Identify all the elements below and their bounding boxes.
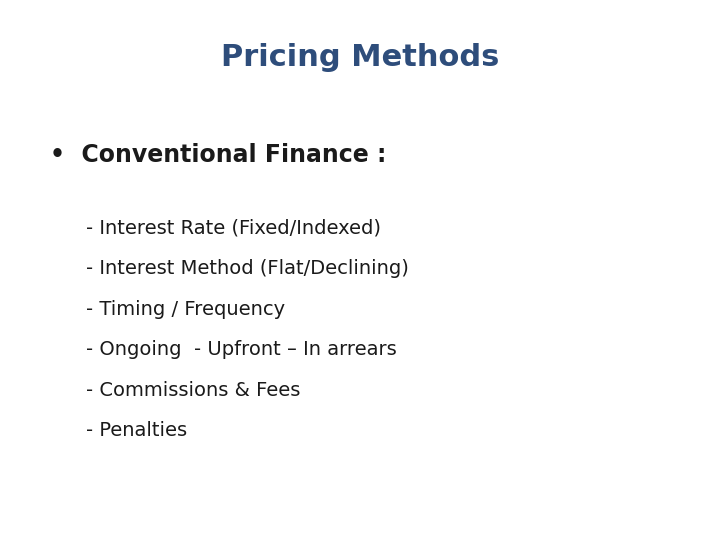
Text: - Ongoing  - Upfront – In arrears: - Ongoing - Upfront – In arrears bbox=[86, 340, 397, 359]
Text: - Timing / Frequency: - Timing / Frequency bbox=[86, 300, 286, 319]
Text: - Commissions & Fees: - Commissions & Fees bbox=[86, 381, 301, 400]
Text: - Penalties: - Penalties bbox=[86, 421, 187, 440]
Text: Pricing Methods: Pricing Methods bbox=[221, 43, 499, 72]
Text: - Interest Method (Flat/Declining): - Interest Method (Flat/Declining) bbox=[86, 259, 409, 278]
Text: - Interest Rate (Fixed/Indexed): - Interest Rate (Fixed/Indexed) bbox=[86, 219, 382, 238]
Text: •  Conventional Finance :: • Conventional Finance : bbox=[50, 143, 387, 167]
